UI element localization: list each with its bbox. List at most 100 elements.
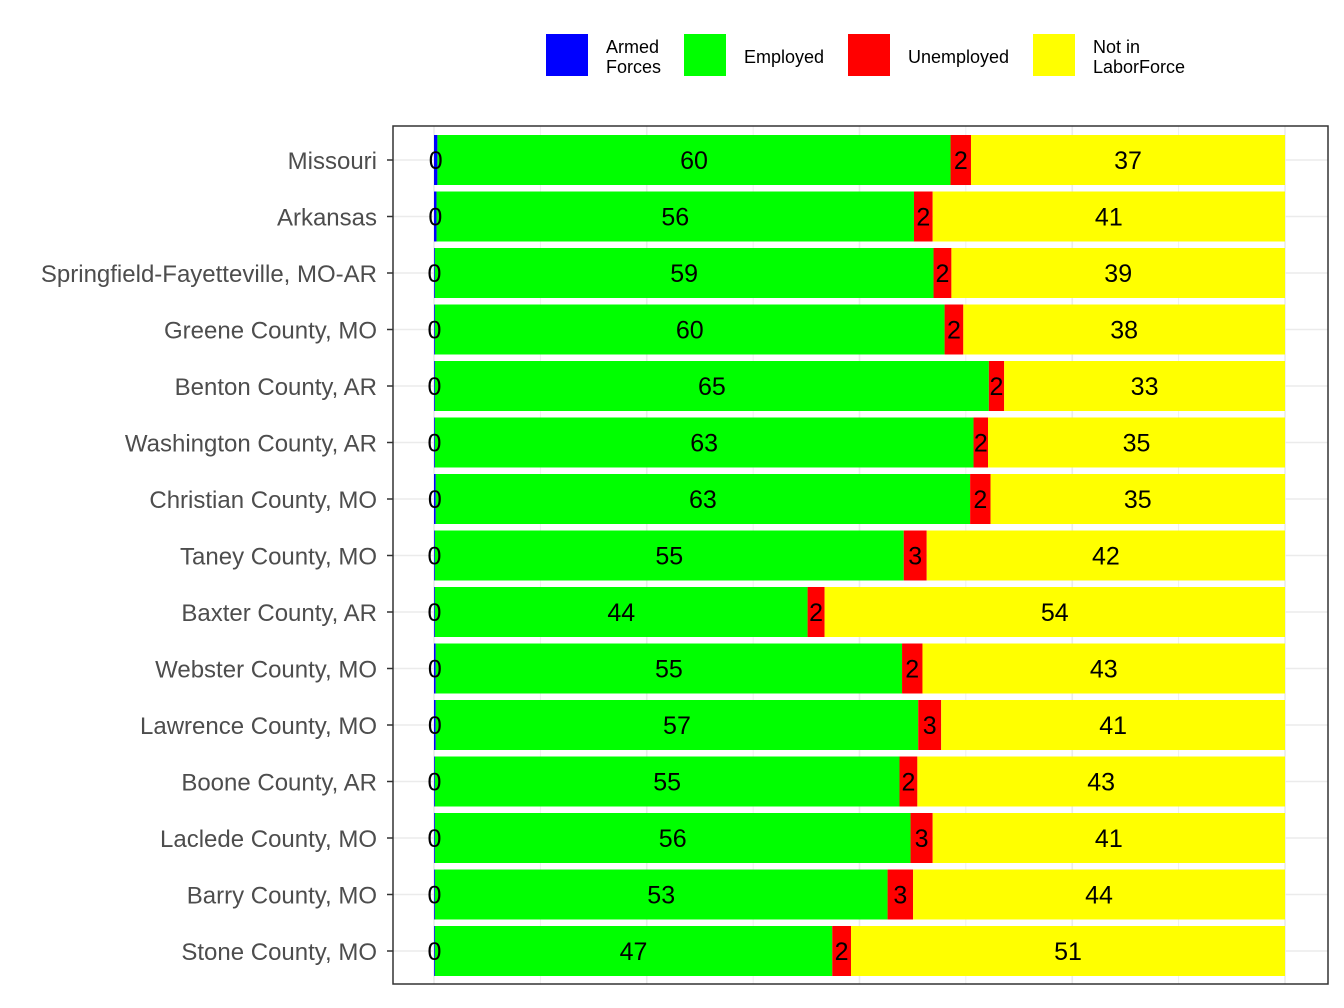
bar-value-labels: 0 60 2 370 56 2 410 59 2 390 60 2 380 65 2 330 63 2 350 63 2… (427, 147, 1158, 966)
bar-segment-employed (437, 135, 951, 185)
bar-segment-not-in-laborforce (922, 643, 1285, 694)
bar-segment-employed (434, 926, 833, 976)
bar-value-label: 53 (647, 882, 675, 910)
bar-segment-armed-forces (434, 417, 435, 468)
plot-border (392, 125, 1329, 985)
y-tick-label: Springfield-Fayetteville, MO-AR (41, 261, 377, 288)
bar-value-label: 3 (893, 882, 907, 910)
bar-value-label: 54 (1041, 599, 1069, 627)
bar-value-label: 0 (427, 938, 441, 966)
bar-segment-employed (434, 304, 945, 355)
y-axis: Missouri Arkansas Springfield-Fayetteville… (41, 148, 393, 966)
bar-segment-unemployed (899, 756, 918, 807)
bar-segment-unemployed (832, 926, 851, 976)
bar-value-label: 44 (1085, 882, 1113, 910)
bar-segment-unemployed (973, 417, 989, 468)
bar-segment-not-in-laborforce (926, 530, 1285, 581)
bar-value-label: 41 (1095, 825, 1123, 853)
bar-value-label: 47 (620, 938, 648, 966)
bar-value-label: 2 (809, 599, 823, 627)
bar-value-label: 2 (916, 204, 930, 232)
bar-value-label: 0 (427, 430, 441, 458)
bar-segment-employed (435, 643, 903, 694)
bar-segment-employed (435, 474, 971, 524)
bar-segment-employed (434, 587, 808, 637)
y-tick-label: Greene County, MO (164, 318, 377, 345)
bar-segment-unemployed (807, 587, 825, 637)
bar-segment-employed (436, 191, 914, 242)
y-tick-label: Stone County, MO (181, 939, 377, 966)
bar-value-label: 2 (973, 486, 987, 514)
bar-segment-unemployed (902, 643, 923, 694)
bar-value-label: 65 (698, 373, 726, 401)
bar-segment-armed-forces (434, 474, 436, 524)
bar-segment-not-in-laborforce (1004, 361, 1285, 411)
bar-segment-unemployed (887, 869, 914, 920)
bar-value-label: 0 (429, 147, 443, 175)
bar-segment-not-in-laborforce (970, 135, 1285, 185)
bar-segment-armed-forces (434, 643, 436, 694)
bar-segment-not-in-laborforce (824, 587, 1285, 637)
bar-segment-not-in-laborforce (913, 869, 1285, 920)
bar-segment-employed (435, 700, 919, 750)
bar-segment-not-in-laborforce (951, 248, 1285, 298)
legend-label: Armed (606, 37, 659, 57)
bar-segment-unemployed (910, 813, 933, 863)
bar-value-label: 2 (905, 656, 919, 684)
y-tick-label: Christian County, MO (149, 487, 377, 514)
y-tick-label: Missouri (288, 148, 377, 175)
bar-value-label: 0 (428, 656, 442, 684)
bar-value-label: 55 (655, 656, 683, 684)
bar-value-label: 51 (1054, 938, 1082, 966)
bar-value-label: 3 (915, 825, 929, 853)
legend-item: Unemployed (848, 34, 1009, 76)
bar-segment-unemployed (913, 191, 933, 242)
y-tick-label: Baxter County, AR (181, 600, 377, 627)
bar-value-label: 33 (1131, 373, 1159, 401)
bar-segment-armed-forces (434, 304, 435, 355)
bar-value-label: 0 (427, 373, 441, 401)
bar-segment-not-in-laborforce (988, 417, 1285, 468)
bar-value-label: 63 (690, 430, 718, 458)
legend-label: Forces (606, 57, 661, 77)
y-tick-label: Boone County, AR (181, 770, 377, 797)
bar-segment-armed-forces (434, 587, 435, 637)
bar-value-label: 0 (427, 260, 441, 288)
bar-segment-employed (434, 813, 911, 863)
bar-segment-not-in-laborforce (917, 756, 1285, 807)
bar-value-label: 56 (661, 204, 689, 232)
bar-segment-unemployed (903, 530, 927, 581)
bar-segment-employed (434, 248, 934, 298)
bar-value-label: 44 (607, 599, 635, 627)
bar-value-label: 0 (427, 599, 441, 627)
bar-value-label: 3 (923, 712, 937, 740)
legend-key (1033, 34, 1075, 76)
bar-value-label: 60 (680, 147, 708, 175)
bar-segment-armed-forces (434, 813, 435, 863)
bar-value-label: 59 (670, 260, 698, 288)
bar-segment-armed-forces (434, 700, 436, 750)
y-tick-label: Lawrence County, MO (140, 713, 377, 740)
bar-segment-unemployed (933, 248, 952, 298)
y-tick-label: Arkansas (277, 205, 377, 232)
bar-value-label: 41 (1099, 712, 1127, 740)
bar-value-label: 55 (653, 769, 681, 797)
bar-segment-employed (434, 869, 888, 920)
bar-value-label: 3 (908, 543, 922, 571)
y-tick-label: Benton County, AR (175, 374, 377, 401)
legend-item: Employed (684, 34, 824, 76)
bar-value-label: 43 (1090, 656, 1118, 684)
y-tick-label: Barry County, MO (187, 883, 377, 910)
bar-segment-armed-forces (434, 135, 438, 185)
bar-segment-not-in-laborforce (941, 700, 1285, 750)
bar-value-label: 2 (947, 317, 961, 345)
legend-label: Not in (1093, 37, 1140, 57)
bar-segment-unemployed (988, 361, 1005, 411)
bar-value-label: 63 (689, 486, 717, 514)
legend-key (684, 34, 726, 76)
bar-value-label: 39 (1104, 260, 1132, 288)
